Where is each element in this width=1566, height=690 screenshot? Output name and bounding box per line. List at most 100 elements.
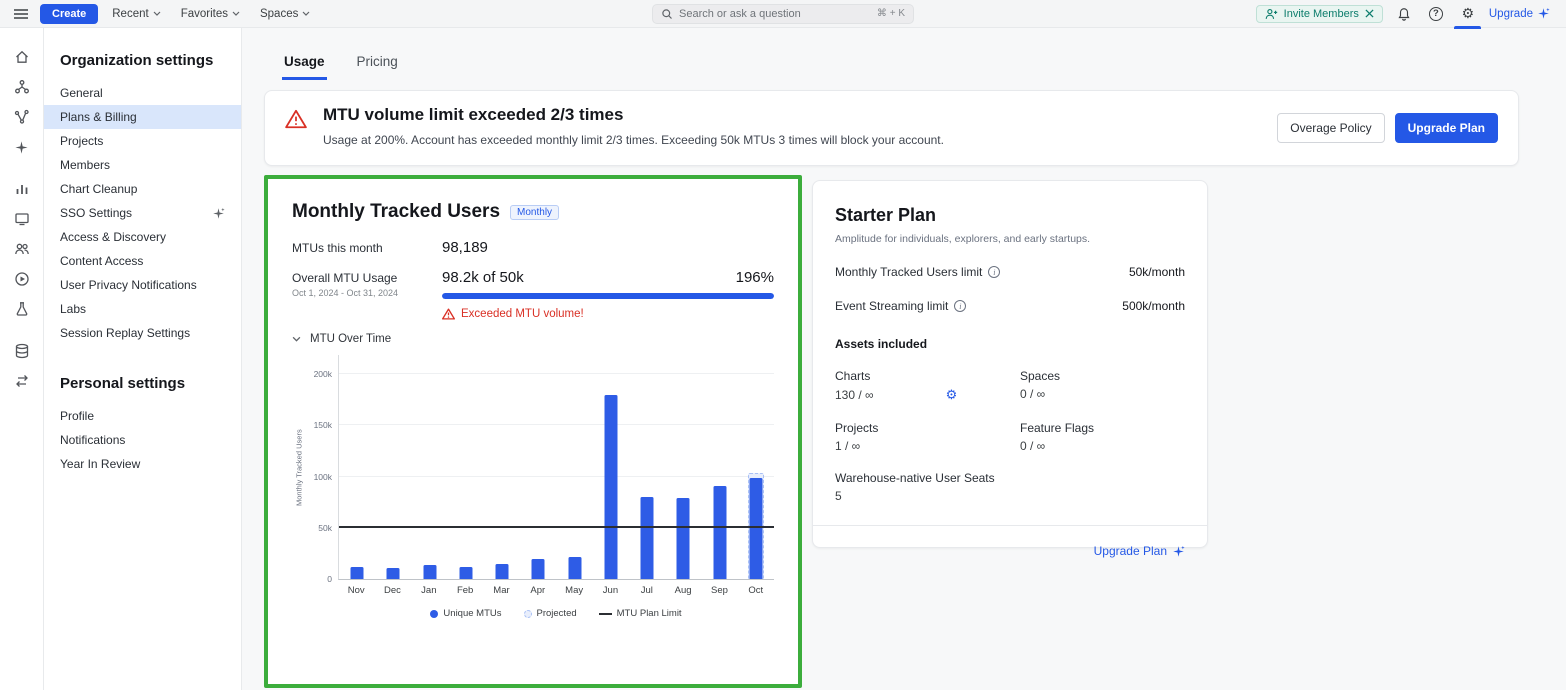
tab-pricing[interactable]: Pricing [356,54,398,69]
bar-slot [702,355,738,579]
integrations-transfer-icon[interactable] [7,366,37,396]
legend-label: Projected [536,608,577,619]
overall-usage-percent: 196% [735,269,774,286]
spaces-menu[interactable]: Spaces [254,4,316,24]
x-tick-label: Apr [530,585,546,596]
dashboards-icon[interactable] [7,204,37,234]
overall-usage-value: 98.2k of 50k [442,269,524,286]
mtu-bar [604,394,618,579]
invite-members-label: Invite Members [1283,7,1359,20]
exceeded-note: Exceeded MTU volume! [461,308,584,320]
ai-sparkle-icon[interactable] [7,132,37,162]
help-icon[interactable]: ? [1425,3,1447,25]
sidebar-item-labs[interactable]: Labs [44,297,241,321]
asset-value: 130 / ∞ ⚙ [835,387,1000,403]
mtu-bar [713,485,727,579]
sidebar-item-profile[interactable]: Profile [44,404,241,428]
info-icon[interactable]: i [988,266,1001,278]
x-tick-label: Jan [421,585,437,596]
dismiss-icon[interactable] [1365,9,1374,18]
sidebar-item-access-discovery[interactable]: Access & Discovery [44,225,241,249]
search-input[interactable]: Search or ask a question ⌘ + K [652,3,914,24]
cohorts-users-icon[interactable] [7,234,37,264]
sidebar-item-year-in-review[interactable]: Year In Review [44,452,241,476]
usage-progress-fill [442,293,774,299]
invite-members-button[interactable]: Invite Members [1255,4,1383,23]
sidebar-item-label: Labs [60,302,87,316]
data-database-icon[interactable] [7,336,37,366]
event-streaming-limit-label: Event Streaming limit [835,299,949,313]
x-tick-label: Jun [602,585,619,596]
legend-mark [430,609,439,618]
asset-count: 5 [835,489,842,503]
session-replay-icon[interactable] [7,264,37,294]
sidebar-item-session-replay-settings[interactable]: Session Replay Settings [44,321,241,345]
sidebar-item-user-privacy-notifications[interactable]: User Privacy Notifications [44,273,241,297]
x-tick-label: May [565,585,584,596]
plan-limit-line [339,525,774,528]
event-streaming-limit-value: 500k/month [1122,299,1185,313]
x-tick-label: Mar [493,585,510,596]
sidebar-item-projects[interactable]: Projects [44,129,241,153]
settings-gear-icon[interactable]: ⚙ [1453,3,1481,29]
notifications-bell-icon[interactable] [1393,3,1415,25]
sidebar-item-label: Projects [60,134,104,148]
asset-count: 130 / ∞ [835,388,874,402]
sidebar-item-content-access[interactable]: Content Access [44,249,241,273]
overage-policy-button[interactable]: Overage Policy [1277,113,1385,143]
mtu-bar [386,567,400,579]
sidebar-item-members[interactable]: Members [44,153,241,177]
upgrade-plan-button[interactable]: Upgrade Plan [1394,113,1498,143]
bar-slot [593,355,629,579]
journeys-icon[interactable] [7,102,37,132]
x-tick-label: Feb [456,585,474,596]
tab-usage[interactable]: Usage [282,48,327,80]
divider [813,525,1207,526]
charts-icon[interactable] [7,174,37,204]
plan-upgrade-link[interactable]: Upgrade Plan [1094,544,1185,558]
chart-xlabels: Nov Dec Jan Feb Mar Apr May Jun Jul Aug Sep Oct [338,585,774,596]
sidebar-item-general[interactable]: General [44,81,241,105]
data-model-icon[interactable] [7,72,37,102]
recent-menu-label: Recent [112,7,149,20]
experiments-flask-icon[interactable] [7,294,37,324]
sidebar-item-label: Content Access [60,254,144,268]
plan-subtitle: Amplitude for individuals, explorers, an… [835,233,1091,245]
mtu-bar [568,557,582,579]
mtu-over-time-toggle[interactable]: MTU Over Time [292,333,774,345]
sidebar-item-sso-settings[interactable]: SSO Settings [44,201,241,225]
usage-card-title: Monthly Tracked Users [292,201,501,222]
gear-icon[interactable]: ⚙ [945,387,958,402]
recent-menu[interactable]: Recent [106,4,166,24]
hamburger-menu-icon[interactable] [10,3,32,25]
sidebar-item-plans-billing[interactable]: Plans & Billing [44,105,241,129]
asset-warehouse-native-user-seats: Warehouse-native User Seats 5 [835,471,1000,503]
mtu-bar [640,497,654,579]
info-icon[interactable]: i [954,300,967,312]
main-content: Usage Pricing MTU volume limit exceeded … [242,28,1566,690]
bar-slot [738,355,774,579]
person-plus-icon [1265,8,1278,20]
favorites-menu[interactable]: Favorites [175,4,246,24]
sidebar-item-notifications[interactable]: Notifications [44,428,241,452]
bar-slot [629,355,665,579]
mtu-limit-label: Monthly Tracked Users limit [835,265,983,279]
sidebar-item-label: Chart Cleanup [60,182,138,196]
plan-title: Starter Plan [835,205,937,225]
chevron-down-icon [302,11,310,16]
home-icon[interactable] [7,42,37,72]
spaces-menu-label: Spaces [259,7,299,20]
mtu-limit-value: 50k/month [1128,265,1185,279]
sidebar-item-label: Members [60,158,111,172]
chart-yticks: 0 50k 100k 150k 200k [306,355,338,584]
active-nav-indicator [1453,25,1481,29]
x-tick-label: Nov [347,585,365,596]
create-button[interactable]: Create [40,3,99,24]
chevron-down-icon [153,11,161,16]
upgrade-link[interactable]: Upgrade [1489,7,1550,20]
mtu-bar [676,498,690,579]
topbar: Create Recent Favorites Spaces Search or… [0,0,1566,29]
sidebar-item-chart-cleanup[interactable]: Chart Cleanup [44,177,241,201]
overall-usage-label: Overall MTU Usage [292,271,398,285]
asset-count: 1 / ∞ [835,439,861,453]
